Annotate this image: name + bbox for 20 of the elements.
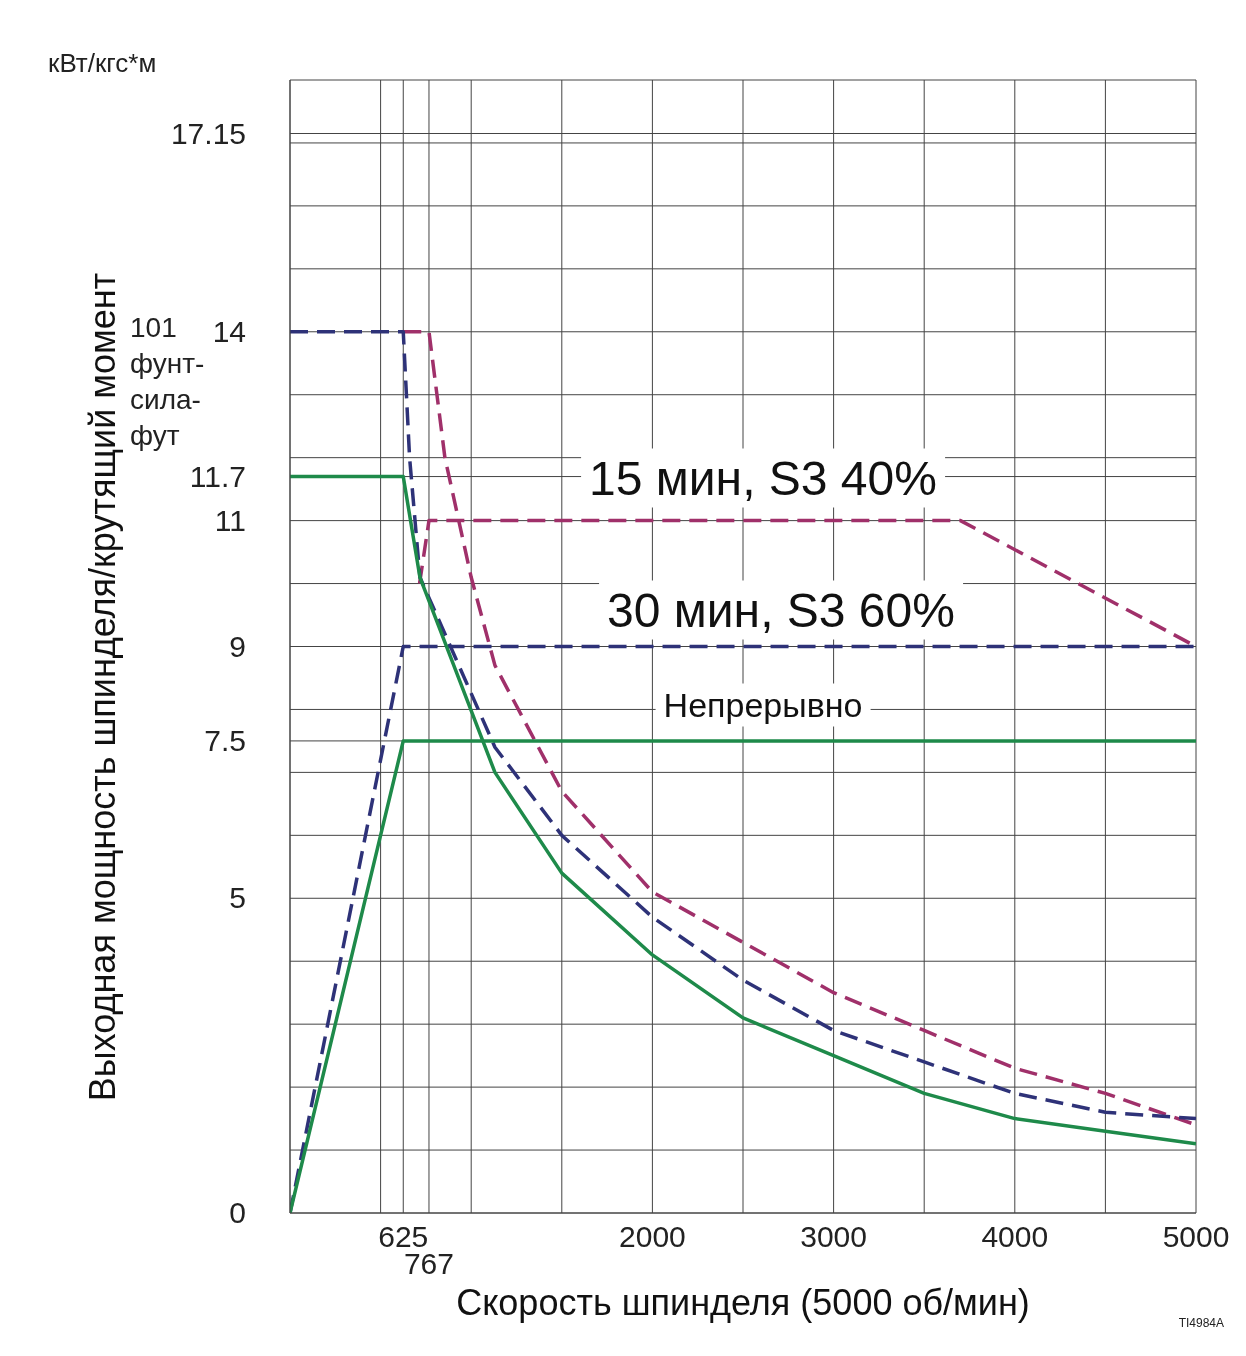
y-tick-label: 14 xyxy=(212,314,246,348)
text: 101 фунт-сила-фут xyxy=(130,311,205,451)
y-tick-label: 17.15 xyxy=(170,116,246,150)
series-label: 15 мин, S3 40% xyxy=(581,448,945,508)
y-tick-label: 7.5 xyxy=(204,723,246,757)
x-tick-label: 4000 xyxy=(981,1220,1049,1253)
x-tick-label: 5000 xyxy=(1162,1220,1230,1253)
x-tick-label: 3000 xyxy=(800,1220,867,1253)
y-tick-label: 5 xyxy=(229,881,246,915)
text: кВт/кгс*м xyxy=(48,48,157,79)
y-axis-title: Выходная мощность шпинделя/крутящий момент xyxy=(82,271,124,1103)
series-label: 30 мин, S3 60% xyxy=(599,580,963,640)
x-tick-label: 2000 xyxy=(619,1220,686,1253)
x-axis-title: Скорость шпинделя (5000 об/мин) xyxy=(456,1282,1030,1323)
y-tick-label: 11 xyxy=(214,503,246,537)
y-tick-label: 11.7 xyxy=(189,459,246,493)
series-label: Непрерывно xyxy=(655,683,871,727)
text: TI4984A xyxy=(1178,1316,1224,1330)
y-tick-label: 9 xyxy=(229,629,246,663)
y-tick-label: 0 xyxy=(229,1196,246,1229)
